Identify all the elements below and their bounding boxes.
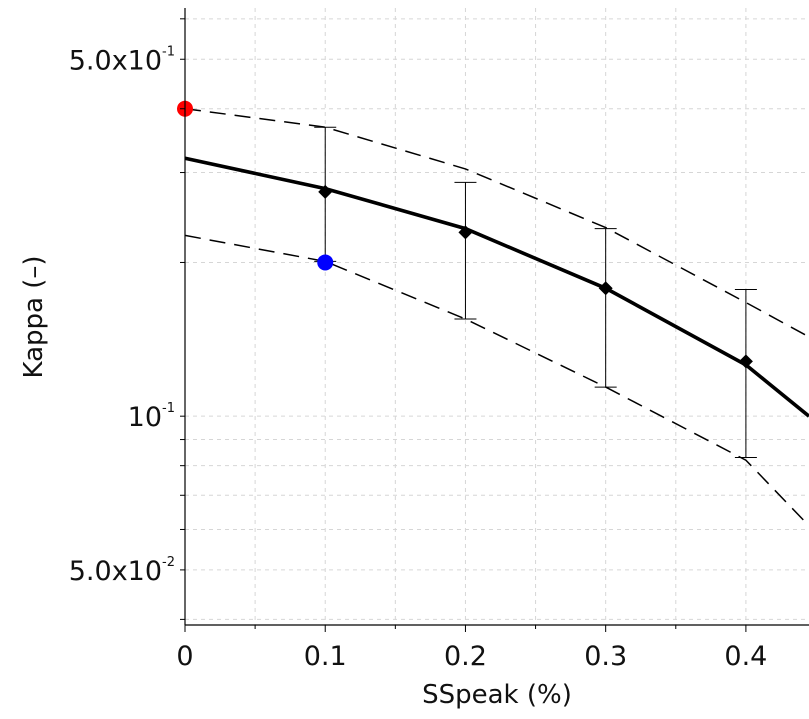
plot-area bbox=[185, 8, 809, 625]
grid bbox=[185, 8, 809, 625]
data-points bbox=[177, 100, 753, 369]
axes bbox=[184, 8, 809, 626]
data-point-diamond bbox=[318, 184, 333, 199]
x-tick-label: 0.4 bbox=[724, 641, 767, 672]
y-tick-label: 5.0x10-1 bbox=[69, 44, 175, 76]
y-tick-label: 5.0x10-2 bbox=[69, 555, 175, 587]
x-tick-label: 0 bbox=[176, 641, 193, 672]
error-bars bbox=[314, 126, 757, 459]
x-tick-label: 0.3 bbox=[584, 641, 627, 672]
tick-labels: 0 0.1 0.2 0.3 0.4 5.0x10-2 10-1 5.0x10-1 bbox=[69, 18, 767, 672]
y-axis-title: Kappa (–) bbox=[19, 255, 49, 378]
x-tick-label: 0.1 bbox=[304, 641, 347, 672]
x-axis-title: SSpeak (%) bbox=[422, 680, 572, 710]
data-point-diamond bbox=[458, 225, 473, 240]
data-point-diamond bbox=[598, 281, 613, 296]
series-group bbox=[184, 107, 809, 527]
data-point-diamond bbox=[738, 354, 753, 369]
x-tick-label: 0.2 bbox=[444, 641, 487, 672]
series-line-upper-bound bbox=[184, 107, 809, 338]
y-tick-label: 10-1 bbox=[128, 401, 175, 433]
highlight-point bbox=[317, 254, 334, 271]
series-line-fit bbox=[184, 156, 809, 418]
